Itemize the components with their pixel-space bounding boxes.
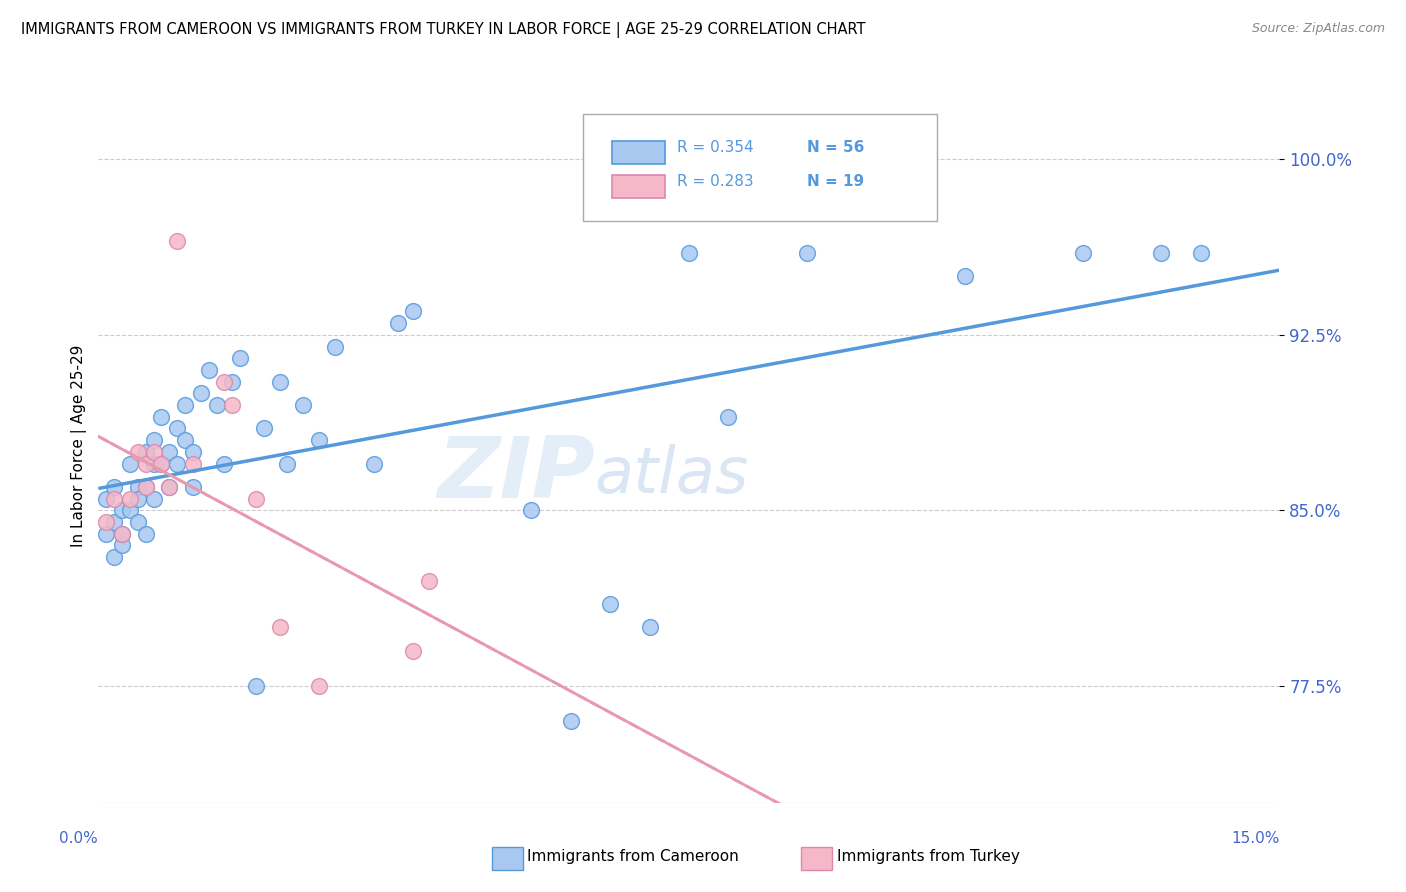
Point (150, 409, 173, 424)
Point (142, 445, 165, 459)
Point (118, 491, 141, 506)
Text: N = 19: N = 19 (807, 174, 865, 188)
Text: Immigrants from Cameroon: Immigrants from Cameroon (527, 849, 740, 863)
Point (103, 480, 125, 494)
FancyBboxPatch shape (612, 175, 665, 198)
Point (308, 679, 330, 693)
Point (157, 480, 180, 494)
Point (363, 457, 385, 471)
Point (205, 398, 228, 412)
Point (135, 457, 157, 471)
Point (520, 503, 543, 517)
Point (174, 398, 197, 412)
Point (150, 457, 173, 471)
Y-axis label: In Labor Force | Age 25-29: In Labor Force | Age 25-29 (72, 345, 87, 547)
Point (678, 246, 700, 260)
Point (269, 620, 291, 634)
Point (181, 445, 204, 459)
Point (1150, 246, 1173, 260)
Text: R = 0.283: R = 0.283 (678, 174, 754, 188)
Point (197, 363, 219, 377)
Text: 0.0%: 0.0% (59, 830, 98, 846)
Point (135, 526, 157, 541)
Point (402, 644, 425, 658)
Point (253, 421, 276, 435)
Point (387, 316, 409, 330)
Point (111, 526, 134, 541)
Point (103, 550, 125, 565)
Point (796, 246, 818, 260)
Point (953, 269, 976, 284)
Text: ZIP: ZIP (437, 433, 595, 516)
Point (127, 480, 149, 494)
Point (118, 503, 141, 517)
Point (142, 491, 165, 506)
Text: 15.0%: 15.0% (1232, 830, 1279, 846)
Point (402, 304, 425, 318)
Point (245, 679, 267, 693)
Point (181, 480, 204, 494)
Point (111, 526, 134, 541)
Point (135, 480, 157, 494)
Point (269, 375, 291, 389)
Point (717, 409, 740, 424)
FancyBboxPatch shape (582, 114, 936, 221)
Point (142, 433, 165, 447)
Point (103, 515, 125, 529)
Point (135, 480, 157, 494)
Point (560, 714, 582, 728)
Point (111, 538, 134, 552)
Point (135, 445, 157, 459)
Point (276, 457, 298, 471)
FancyBboxPatch shape (612, 141, 665, 164)
Point (96, 515, 118, 529)
Point (221, 375, 243, 389)
Point (118, 457, 141, 471)
Text: Source: ZipAtlas.com: Source: ZipAtlas.com (1251, 22, 1385, 36)
Text: atlas: atlas (595, 443, 749, 506)
Point (174, 433, 197, 447)
Point (190, 386, 212, 401)
Point (127, 445, 149, 459)
Point (229, 351, 252, 366)
Point (245, 491, 267, 506)
Point (214, 375, 236, 389)
Point (1071, 246, 1094, 260)
Point (221, 398, 243, 412)
Text: R = 0.354: R = 0.354 (678, 140, 754, 155)
Point (127, 491, 149, 506)
Point (142, 457, 165, 471)
Point (308, 433, 330, 447)
Point (638, 620, 661, 634)
Point (157, 445, 180, 459)
Point (166, 421, 188, 435)
Text: N = 56: N = 56 (807, 140, 865, 155)
Point (166, 234, 188, 248)
Point (418, 574, 440, 588)
Point (323, 340, 346, 354)
Point (111, 503, 134, 517)
Text: IMMIGRANTS FROM CAMEROON VS IMMIGRANTS FROM TURKEY IN LABOR FORCE | AGE 25-29 CO: IMMIGRANTS FROM CAMEROON VS IMMIGRANTS F… (21, 22, 866, 38)
Point (157, 480, 180, 494)
Point (166, 457, 188, 471)
Point (96, 491, 118, 506)
Point (127, 515, 149, 529)
Text: Immigrants from Turkey: Immigrants from Turkey (837, 849, 1019, 863)
Point (103, 491, 125, 506)
Point (181, 457, 204, 471)
Point (599, 597, 621, 611)
Point (292, 398, 315, 412)
Point (214, 457, 236, 471)
Point (1189, 246, 1212, 260)
Point (150, 457, 173, 471)
Point (96, 526, 118, 541)
